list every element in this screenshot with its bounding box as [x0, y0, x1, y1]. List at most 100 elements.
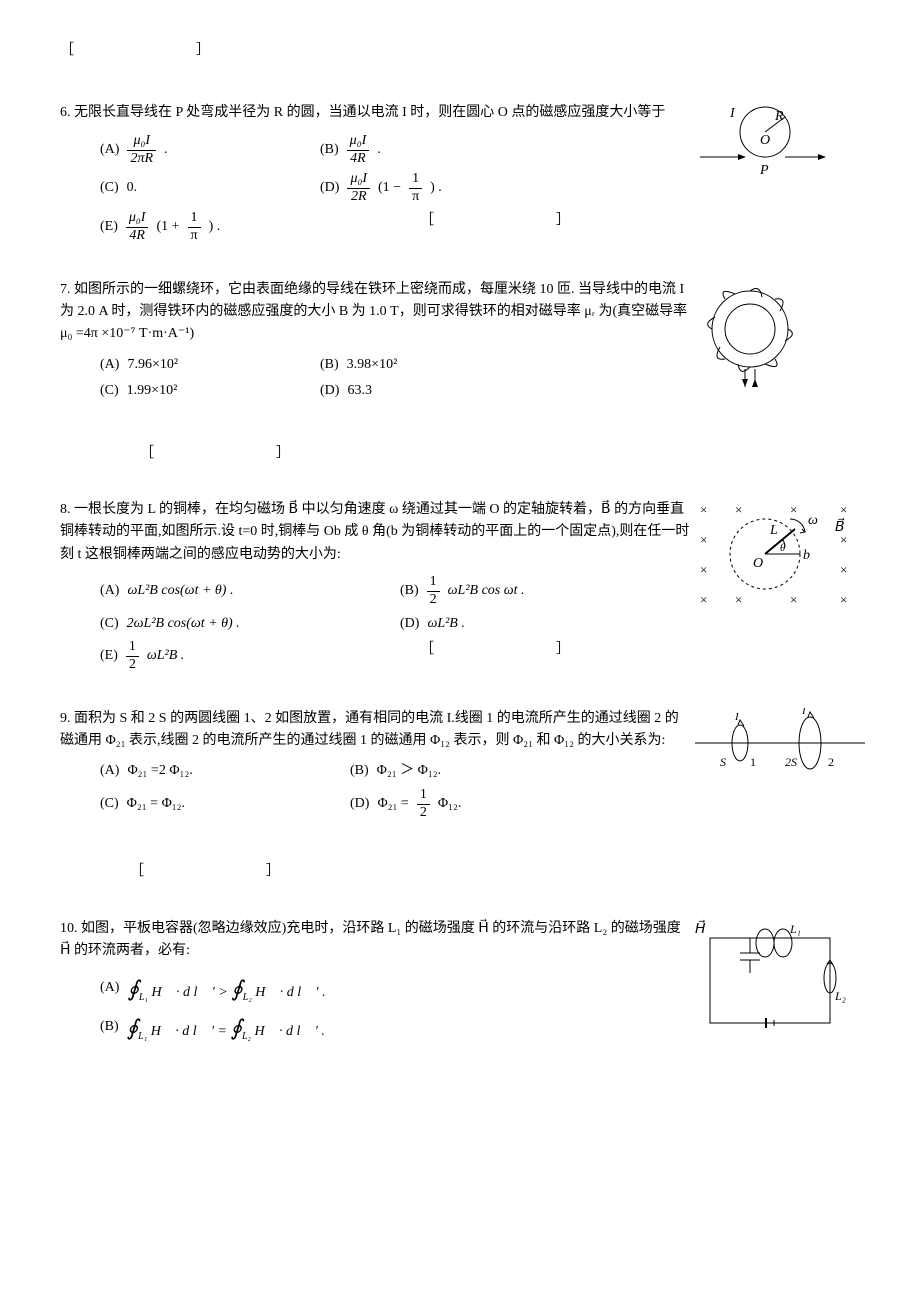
q10-option-b: (B) ∮L₁ H⃗ · d l⃗ ′ = ∮L₂ H⃗ · d l⃗ ′ . — [100, 1010, 325, 1045]
option-value: Φ₂₁ =2 Φ₁₂. — [127, 760, 192, 782]
q7-number: 7. — [60, 282, 71, 297]
option-label: (B) — [320, 139, 339, 161]
int-sub: L₂ — [242, 1031, 251, 1042]
fig-label: L — [769, 523, 778, 538]
option-tail: ) . — [430, 177, 442, 199]
svg-text:×: × — [840, 562, 847, 577]
option-label: (A) — [100, 760, 119, 782]
fig-label: L₁ — [789, 922, 801, 936]
q7-stem: 如图所示的一细螺绕环，它由表面绝缘的导线在铁环上密绕而成，每厘米绕 10 匝. … — [60, 282, 687, 342]
fig-label: 1 — [750, 755, 756, 769]
option-mid: (1 + — [156, 216, 179, 238]
q10-stem: 如图，平板电容器(忽略边缘效应)充电时，沿环路 L₁ 的磁场强度 H⃗ 的环流与… — [60, 921, 681, 958]
option-tail: . — [322, 985, 326, 1000]
option-value: Φ₂₁ = Φ₁₂. — [127, 793, 185, 815]
q9-text: 9. 面积为 S 和 2 S 的两圆线圈 1、2 如图放置，通有相同的电流 I.… — [60, 708, 690, 753]
answer-bracket: ［ ］ — [130, 861, 300, 883]
fraction-den: 2 — [427, 592, 440, 609]
fig-label: B⃗ — [835, 517, 845, 535]
q9-number: 9. — [60, 711, 71, 726]
int-sub: L₁ — [139, 991, 148, 1002]
q9-option-b: (B) Φ₂₁ ＞ Φ₁₂. — [350, 760, 530, 782]
q6-option-e: (E) μ₀I4R (1 + 1π ) . — [100, 210, 280, 245]
option-value: ωL²B cos(ωt + θ) . — [127, 580, 233, 602]
fig-label: ω — [808, 513, 818, 528]
fig-label: θ — [780, 542, 786, 554]
option-label: (A) — [100, 580, 119, 602]
question-6: 6. 无限长直导线在 P 处弯成半径为 R 的圆，当通以电流 I 时，则在圆心 … — [60, 102, 860, 248]
q8-stem: 一根长度为 L 的铜棒，在均匀磁场 B⃗ 中以匀角速度 ω 绕通过其一端 O 的… — [60, 502, 689, 562]
q8-text: 8. 一根长度为 L 的铜棒，在均匀磁场 B⃗ 中以匀角速度 ω 绕通过其一端 … — [60, 499, 690, 566]
svg-text:×: × — [790, 502, 797, 517]
q8-option-b: (B) 12 ωL²B cos ωt . — [400, 574, 580, 609]
fraction-num: 1 — [188, 210, 201, 228]
option-tail: . — [321, 1024, 325, 1039]
fig-label: L₂ — [834, 989, 846, 1003]
fraction-num: μ₀I — [126, 210, 149, 228]
q6-option-b: (B) μ₀I4R . — [320, 133, 500, 168]
fraction-den: 2 — [417, 805, 430, 822]
option-value: 0. — [127, 177, 138, 199]
option-tail: ωL²B . — [147, 645, 184, 667]
q8-number: 8. — [60, 502, 71, 517]
q9-figure: I I S 1 2S 2 — [690, 708, 870, 778]
fig-label: S — [720, 755, 726, 769]
fraction-num: μ₀I — [127, 133, 156, 151]
option-label: (B) — [100, 1016, 119, 1038]
q7-text: 7. 如图所示的一细螺绕环，它由表面绝缘的导线在铁环上密绕而成，每厘米绕 10 … — [60, 279, 690, 346]
question-10: 10. 如图，平板电容器(忽略边缘效应)充电时，沿环路 L₁ 的磁场强度 H⃗ … — [60, 918, 860, 1049]
option-label: (C) — [100, 177, 119, 199]
q10-option-a: (A) ∮L₁ H⃗ · d l⃗ ′ > ∮L₂ H⃗ · d l⃗ ′ . — [100, 971, 326, 1006]
q6-figure: I R O P — [690, 102, 830, 182]
q7-figure — [690, 279, 810, 389]
q7-option-b: (B) 3.98×10² — [320, 354, 500, 376]
int-sub: L₁ — [138, 1031, 147, 1042]
answer-bracket: ［ ］ — [420, 210, 590, 245]
q9-stem: 面积为 S 和 2 S 的两圆线圈 1、2 如图放置，通有相同的电流 I.线圈 … — [60, 711, 679, 748]
option-label: (D) — [320, 177, 339, 199]
relation: > — [218, 985, 231, 1000]
relation: = — [218, 1024, 231, 1039]
integrand: H⃗ · d l⃗ ′ — [151, 1024, 214, 1039]
fraction-den: 4R — [126, 228, 149, 245]
fraction-den: 2R — [347, 189, 370, 206]
option-label: (A) — [100, 139, 119, 161]
svg-text:×: × — [700, 592, 707, 607]
option-value: 1.99×10² — [127, 380, 178, 402]
option-label: (B) — [400, 580, 419, 602]
q6-option-d: (D) μ₀I2R (1 − 1π ) . — [320, 171, 500, 206]
fraction-num: μ₀I — [347, 133, 370, 151]
option-label: (B) — [350, 760, 369, 782]
option-value: Φ₂₁ ＞ Φ₁₂. — [377, 760, 442, 782]
q6-option-c: (C) 0. — [100, 171, 280, 206]
q6-option-a: (A) μ₀I2πR . — [100, 133, 280, 168]
fig-label: 2S — [785, 755, 797, 769]
q8-option-c: (C) 2ωL²B cos(ωt + θ) . — [100, 613, 360, 635]
option-label: (E) — [100, 216, 118, 238]
option-label: (B) — [320, 354, 339, 376]
fraction-den: 2 — [126, 657, 139, 674]
svg-text:×: × — [735, 502, 742, 517]
option-value: 2ωL²B cos(ωt + θ) . — [127, 613, 240, 635]
q7-option-c: (C) 1.99×10² — [100, 380, 280, 402]
fraction-num: 1 — [427, 574, 440, 592]
svg-text:×: × — [700, 562, 707, 577]
fraction-den: π — [188, 228, 201, 245]
fraction-num: 1 — [417, 787, 430, 805]
svg-text:×: × — [735, 592, 742, 607]
option-tail: Φ₁₂. — [438, 793, 462, 815]
fraction-den: π — [409, 189, 422, 206]
fraction-num: μ₀I — [347, 171, 370, 189]
svg-text:×: × — [840, 502, 847, 517]
answer-bracket: ［ ］ — [60, 43, 230, 58]
fraction-num: 1 — [409, 171, 422, 189]
q7-option-d: (D) 63.3 — [320, 380, 500, 402]
fig-label: 2 — [828, 755, 834, 769]
fig-label: O — [753, 556, 763, 571]
option-label: (E) — [100, 645, 118, 667]
answer-bracket: ［ ］ — [140, 443, 310, 465]
option-value: 7.96×10² — [127, 354, 178, 376]
q6-stem: 无限长直导线在 P 处弯成半径为 R 的圆，当通以电流 I 时，则在圆心 O 点… — [74, 105, 665, 120]
q9-option-a: (A) Φ₂₁ =2 Φ₁₂. — [100, 760, 310, 782]
option-mid: (1 − — [378, 177, 401, 199]
